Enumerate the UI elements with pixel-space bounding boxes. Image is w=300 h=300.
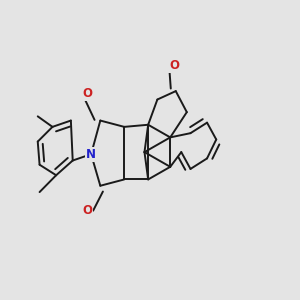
Text: O: O — [169, 59, 179, 72]
Text: N: N — [86, 148, 96, 161]
Text: O: O — [82, 205, 92, 218]
Text: O: O — [82, 87, 92, 100]
